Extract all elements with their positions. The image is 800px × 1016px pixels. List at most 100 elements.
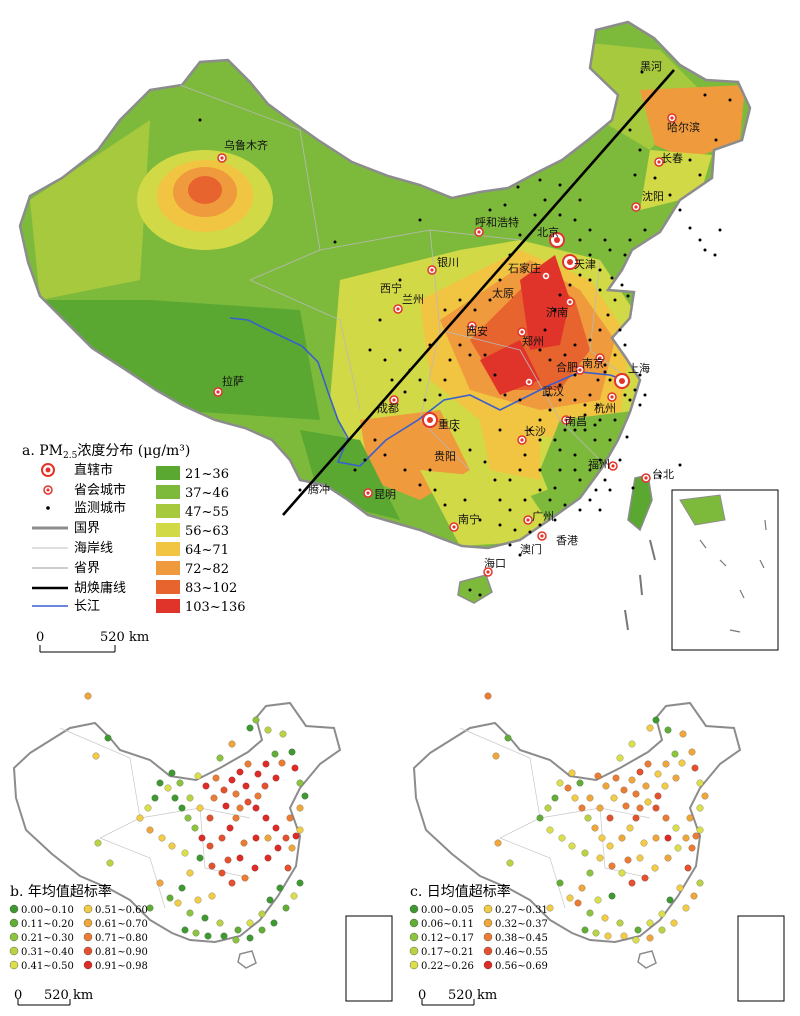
legend-swatch-pm bbox=[156, 485, 180, 499]
exceedance-dot bbox=[688, 844, 696, 852]
exceedance-dot bbox=[262, 814, 270, 822]
exceedance-dot bbox=[242, 782, 250, 790]
monitoring-dot bbox=[578, 478, 582, 482]
inset-b bbox=[345, 915, 393, 1002]
legend-rate-label: 0.17~0.21 bbox=[421, 947, 474, 958]
exceedance-dot bbox=[662, 760, 670, 768]
city-label-nanchang: 南昌 bbox=[565, 415, 587, 428]
city-label-nanjing: 南京 bbox=[582, 356, 604, 370]
exceedance-dot bbox=[666, 896, 674, 904]
monitoring-dot bbox=[478, 518, 482, 522]
exceedance-dot bbox=[592, 929, 600, 937]
exceedance-dot bbox=[484, 692, 492, 700]
exceedance-dot bbox=[178, 804, 186, 812]
city-label-changchun: 长春 bbox=[661, 152, 683, 165]
monitoring-dot bbox=[668, 193, 672, 197]
exceedance-dot bbox=[556, 779, 564, 787]
monitoring-dot bbox=[573, 468, 577, 472]
legend-label-symbol: 长江 bbox=[74, 599, 100, 614]
exceedance-dot bbox=[252, 804, 260, 812]
exceedance-dot bbox=[274, 844, 282, 852]
legend-rate-dot bbox=[83, 918, 93, 928]
monitoring-dot bbox=[353, 468, 357, 472]
municipality-marker-center bbox=[619, 378, 625, 384]
monitoring-dot bbox=[608, 248, 612, 252]
monitoring-dot bbox=[508, 543, 512, 547]
exceedance-dot bbox=[686, 814, 694, 822]
exceedance-dot bbox=[536, 814, 544, 822]
exceedance-dot bbox=[296, 879, 304, 887]
monitoring-dot bbox=[578, 198, 582, 202]
exceedance-dot bbox=[220, 786, 228, 794]
exceedance-dot bbox=[136, 814, 144, 822]
exceedance-dot bbox=[624, 856, 632, 864]
exceedance-dot bbox=[251, 864, 259, 872]
monitoring-dot bbox=[703, 248, 707, 252]
monitoring-dot bbox=[558, 398, 562, 402]
monitoring-dot bbox=[333, 240, 337, 244]
monitoring-dot bbox=[368, 348, 372, 352]
capital-marker-center bbox=[564, 418, 568, 422]
monitoring-dot bbox=[598, 328, 602, 332]
capital-marker-center bbox=[657, 160, 661, 164]
city-label-hohhot: 呼和浩特 bbox=[475, 215, 519, 229]
exceedance-dot bbox=[146, 904, 154, 912]
monitoring-dot bbox=[596, 378, 600, 382]
exceedance-dot bbox=[664, 854, 672, 862]
monitoring-dot bbox=[563, 353, 567, 357]
capital-marker-center bbox=[578, 368, 582, 372]
city-label-changsha: 长沙 bbox=[524, 425, 546, 438]
legend-title-a: a. PM2.5浓度分布 (μg/m³) bbox=[22, 443, 190, 461]
city-label-chengdu: 成都 bbox=[377, 402, 399, 415]
municipality-marker-center bbox=[567, 259, 573, 265]
exceedance-dot bbox=[262, 760, 270, 768]
exceedance-dot bbox=[571, 794, 579, 802]
monitoring-dot bbox=[626, 294, 630, 298]
legend-rate-label: 0.21~0.30 bbox=[21, 933, 74, 944]
capital-marker-center bbox=[670, 116, 674, 120]
exceedance-dot bbox=[216, 754, 224, 762]
exceedance-dot bbox=[662, 814, 670, 822]
exceedance-dot bbox=[241, 874, 249, 882]
exceedance-dot bbox=[628, 879, 636, 887]
monitoring-dot bbox=[698, 238, 702, 242]
city-label-lhasa: 拉萨 bbox=[222, 374, 244, 388]
capital-marker-center bbox=[568, 300, 572, 304]
monitoring-dot bbox=[625, 435, 629, 439]
monitoring-dot bbox=[583, 428, 587, 432]
exceedance-dot bbox=[232, 936, 240, 944]
capital-marker-center bbox=[634, 205, 638, 209]
exceedance-dot bbox=[618, 869, 626, 877]
monitoring-dot bbox=[568, 283, 572, 287]
monitoring-dot bbox=[428, 343, 432, 347]
exceedance-dot bbox=[640, 839, 648, 847]
monitoring-dot bbox=[378, 318, 382, 322]
legend-rate-dot bbox=[409, 960, 419, 970]
monitoring-dot bbox=[553, 438, 557, 442]
legend-range-pm: 47~55 bbox=[185, 505, 229, 520]
exceedance-dot bbox=[208, 862, 216, 870]
monitoring-dot bbox=[468, 353, 472, 357]
exceedance-dot bbox=[646, 934, 654, 942]
monitoring-dot bbox=[578, 238, 582, 242]
exceedance-dot bbox=[618, 834, 626, 842]
monitoring-dot bbox=[603, 478, 607, 482]
exceedance-dot bbox=[234, 926, 242, 934]
exceedance-dot bbox=[276, 884, 284, 892]
exceedance-dot bbox=[586, 909, 594, 917]
monitoring-dot bbox=[508, 253, 512, 257]
monitoring-dot bbox=[508, 478, 512, 482]
legend-range-pm: 21~36 bbox=[185, 467, 229, 482]
exceedance-dot bbox=[212, 774, 220, 782]
exceedance-dot bbox=[264, 834, 272, 842]
rate-legend-c: 0.00~0.05 0.06~0.11 0.12~0.17 0.17~0.21 0.22… bbox=[409, 904, 548, 972]
legend-rate-label: 0.06~0.11 bbox=[421, 919, 474, 930]
exceedance-dot bbox=[608, 862, 616, 870]
monitoring-dot bbox=[458, 298, 462, 302]
city-label-shijiazhuang: 石家庄 bbox=[508, 261, 541, 275]
legend-rate-label: 0.81~0.90 bbox=[95, 947, 148, 958]
monitoring-dot bbox=[573, 373, 577, 377]
capital-marker-center bbox=[216, 390, 220, 394]
monitoring-dot bbox=[538, 488, 542, 492]
